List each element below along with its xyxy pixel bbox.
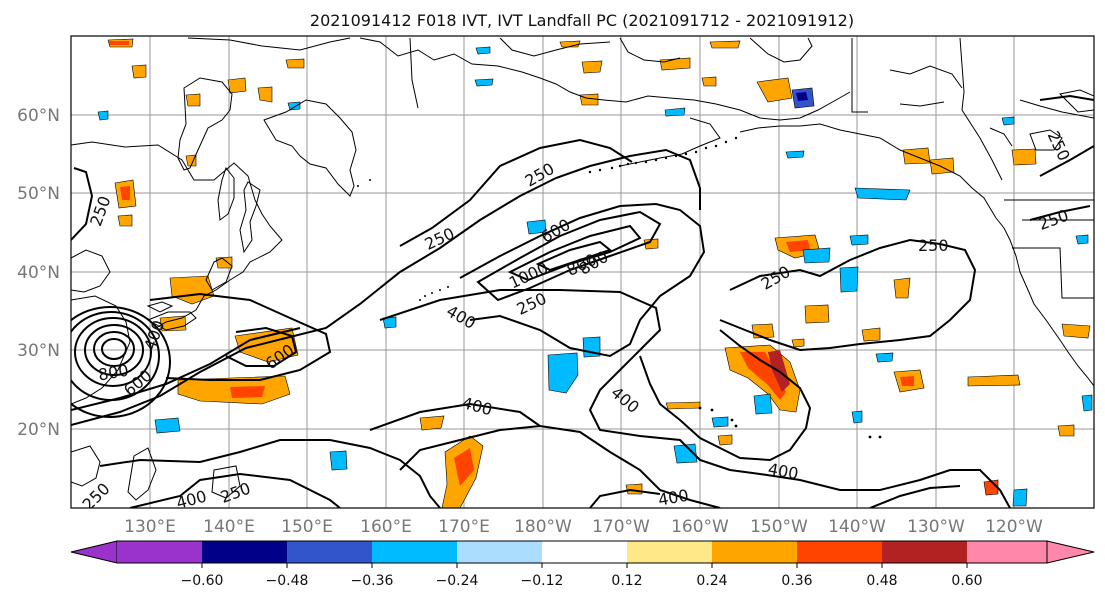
map-frame: [70, 35, 1095, 509]
lat-label: 20°N: [17, 420, 60, 440]
colorbar-bin: [712, 541, 797, 563]
colorbar-bin: [287, 541, 372, 563]
colorbar-bin: [457, 541, 542, 563]
lon-label: 160°E: [360, 517, 412, 537]
latitude-labels: 60°N 50°N 40°N 30°N 20°N: [17, 106, 60, 440]
colorbar-extend-low: [70, 540, 118, 564]
aleutian-islands: [357, 136, 882, 439]
colorbar-tick-label: 0.60: [951, 573, 982, 589]
colorbar-extend-high: [1046, 540, 1095, 564]
colorbar-tick-label: −0.60: [181, 573, 224, 589]
colorbar-tick-label: 0.48: [866, 573, 897, 589]
map-panel: 250 250 250 250 250 250 250 250 600 800 …: [70, 35, 1095, 513]
lon-label: 120°W: [985, 517, 1043, 537]
lat-label: 30°N: [17, 341, 60, 361]
plot-title: 2021091412 F018 IVT, IVT Landfall PC (20…: [310, 11, 854, 30]
lat-label: 40°N: [17, 263, 60, 283]
storm-contours: [71, 306, 171, 418]
lon-label: 150°W: [750, 517, 808, 537]
lon-label: 160°W: [671, 517, 729, 537]
colorbar-tick-label: −0.24: [436, 573, 479, 589]
lon-label: 140°E: [203, 517, 255, 537]
lon-label: 140°W: [828, 517, 886, 537]
contour-label: 250: [918, 236, 949, 255]
colorbar-bin: [797, 541, 882, 563]
probability-positive-shading: [107, 38, 1091, 508]
coastlines: [71, 37, 1094, 501]
contour-label: 400: [174, 487, 208, 513]
lon-label: 130°E: [124, 517, 176, 537]
lon-label: 150°E: [281, 517, 333, 537]
contour-label: 400: [657, 486, 690, 510]
colorbar-tick-label: 0.12: [611, 573, 642, 589]
lon-label: 170°W: [592, 517, 650, 537]
lon-label: 130°W: [907, 517, 965, 537]
colorbar-tick-label: 0.36: [781, 573, 812, 589]
colorbar-bin: [967, 541, 1047, 563]
lon-label: 170°E: [438, 517, 490, 537]
colorbar-tick-label: −0.36: [351, 573, 394, 589]
lon-label: 180°W: [514, 517, 572, 537]
colorbar-tick-label: −0.48: [266, 573, 309, 589]
colorbar-tick-label: −0.12: [521, 573, 564, 589]
longitude-labels: 130°E 140°E 150°E 160°E 170°E 180°W 170°…: [124, 517, 1043, 537]
colorbar-bin: [627, 541, 712, 563]
lat-label: 60°N: [17, 106, 60, 126]
colorbar: −0.60 −0.48 −0.36 −0.24 −0.12 0.12 0.24 …: [70, 540, 1095, 589]
colorbar-bin: [117, 541, 202, 563]
colorbar-bin: [882, 541, 967, 563]
colorbar-bin: [542, 541, 627, 563]
lat-label: 50°N: [17, 184, 60, 204]
colorbar-bin: [372, 541, 457, 563]
ivt-contours: [71, 94, 1094, 508]
colorbar-bin: [202, 541, 287, 563]
colorbar-tick-label: 0.24: [696, 573, 727, 589]
probability-negative-shading: [97, 46, 1093, 507]
